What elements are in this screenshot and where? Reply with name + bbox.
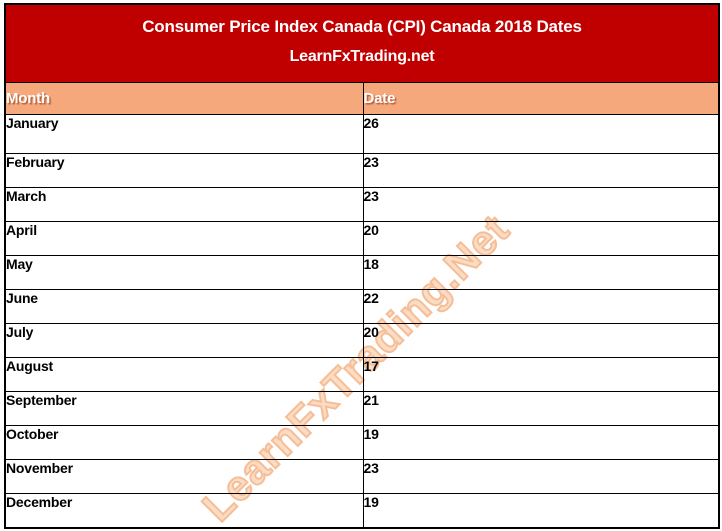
table-row: March 23 — [4, 187, 720, 222]
month-cell: November — [4, 459, 364, 494]
date-cell: 21 — [362, 391, 720, 426]
table-row: August 17 — [4, 357, 720, 392]
month-cell: July — [4, 323, 364, 358]
date-cell: 26 — [362, 114, 720, 154]
month-cell: May — [4, 255, 364, 290]
month-cell: January — [4, 114, 364, 154]
date-cell: 19 — [362, 493, 720, 528]
column-header-month: Month — [4, 82, 364, 115]
date-cell: 19 — [362, 425, 720, 460]
banner-cell: Consumer Price Index Canada (CPI) Canada… — [4, 3, 720, 83]
date-cell: 20 — [362, 323, 720, 358]
table-row: November 23 — [4, 459, 720, 494]
date-cell: 23 — [362, 187, 720, 222]
column-header-row: Month Date — [4, 82, 720, 115]
table-row: February 23 — [4, 153, 720, 188]
page-title: Consumer Price Index Canada (CPI) Canada… — [142, 16, 582, 36]
table-row: April 20 — [4, 221, 720, 256]
date-cell: 23 — [362, 459, 720, 494]
date-cell: 22 — [362, 289, 720, 324]
site-name: LearnFxTrading.net — [289, 48, 435, 66]
table-row: May 18 — [4, 255, 720, 290]
month-cell: August — [4, 357, 364, 392]
table-row: September 21 — [4, 391, 720, 426]
table-row: January 26 — [4, 114, 720, 154]
banner-row: Consumer Price Index Canada (CPI) Canada… — [4, 3, 720, 83]
month-cell: September — [4, 391, 364, 426]
column-header-date: Date — [362, 82, 720, 115]
date-cell: 17 — [362, 357, 720, 392]
table-row: December 19 — [4, 493, 720, 528]
month-cell: February — [4, 153, 364, 188]
month-cell: October — [4, 425, 364, 460]
month-cell: April — [4, 221, 364, 256]
banner-content: Consumer Price Index Canada (CPI) Canada… — [6, 5, 718, 82]
table-row: June 22 — [4, 289, 720, 324]
cpi-dates-table: Consumer Price Index Canada (CPI) Canada… — [4, 3, 720, 529]
date-cell: 18 — [362, 255, 720, 290]
month-cell: March — [4, 187, 364, 222]
date-cell: 20 — [362, 221, 720, 256]
table-row: July 20 — [4, 323, 720, 358]
month-cell: December — [4, 493, 364, 528]
date-cell: 23 — [362, 153, 720, 188]
table-row: October 19 — [4, 425, 720, 460]
month-cell: June — [4, 289, 364, 324]
